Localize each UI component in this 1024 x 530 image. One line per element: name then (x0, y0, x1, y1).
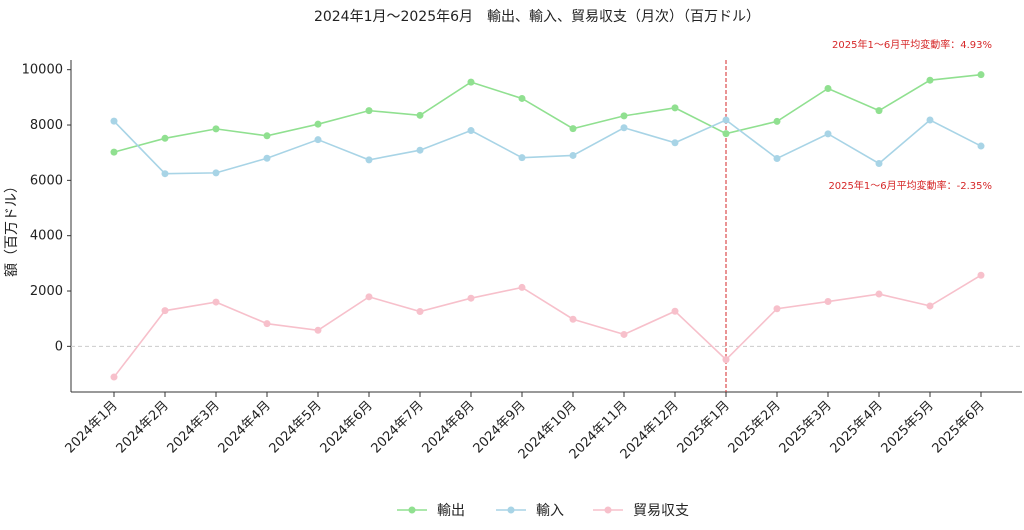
x-tick-label: 2024年4月 (216, 398, 274, 456)
data-point-輸入 (875, 159, 883, 167)
data-point-貿易収支 (110, 373, 118, 381)
data-point-貿易収支 (773, 305, 781, 313)
legend-swatch-marker (604, 506, 612, 514)
x-tick-label: 2025年3月 (777, 398, 835, 456)
data-point-輸入 (773, 154, 781, 162)
chart-title: 2024年1月～2025年6月 輸出、輸入、貿易収支（月次）（百万ドル） (314, 9, 760, 25)
data-point-輸入 (722, 116, 730, 124)
data-point-輸出 (569, 125, 577, 133)
data-point-輸入 (518, 154, 526, 162)
data-point-輸入 (926, 116, 934, 124)
x-tick-label: 2024年3月 (165, 398, 223, 456)
data-point-貿易収支 (212, 298, 220, 306)
data-point-輸入 (977, 142, 985, 150)
data-point-輸出 (620, 112, 628, 120)
y-tick-label: 0 (55, 339, 63, 354)
data-point-輸入 (671, 139, 679, 147)
change-rate-annotation: 2025年1～6月平均変動率：4.93% (832, 38, 992, 51)
data-point-貿易収支 (416, 307, 424, 315)
data-point-輸出 (161, 134, 169, 142)
data-point-輸入 (161, 170, 169, 178)
data-point-輸出 (671, 104, 679, 112)
y-axis-label: 額（百万ドル） (4, 179, 20, 277)
data-point-貿易収支 (977, 271, 985, 279)
data-point-貿易収支 (161, 307, 169, 315)
data-point-輸出 (518, 94, 526, 102)
data-point-貿易収支 (467, 294, 475, 302)
data-point-輸出 (467, 78, 475, 86)
data-point-輸入 (569, 151, 577, 159)
series-line-貿易収支 (113, 274, 982, 378)
data-point-貿易収支 (518, 283, 526, 291)
x-tick-label: 2024年5月 (267, 398, 325, 456)
data-point-輸出 (824, 84, 832, 92)
data-point-輸入 (212, 169, 220, 177)
change-rate-annotation: 2025年1～6月平均変動率：-2.35% (828, 179, 992, 192)
y-tick-label: 4000 (30, 229, 63, 244)
legend-swatch-marker (408, 506, 416, 514)
y-tick-label: 6000 (30, 173, 63, 188)
data-point-輸出 (416, 111, 424, 119)
x-tick-label: 2025年6月 (930, 398, 988, 456)
data-point-貿易収支 (722, 356, 730, 364)
data-point-貿易収支 (620, 330, 628, 338)
x-tick-label: 2024年6月 (318, 398, 376, 456)
plot-area: 02000400060008000100002024年1月2024年2月2024… (22, 38, 1022, 462)
data-point-貿易収支 (569, 315, 577, 323)
y-tick-label: 2000 (30, 284, 63, 299)
data-point-輸出 (212, 125, 220, 133)
data-point-輸出 (263, 132, 271, 140)
data-point-輸入 (467, 127, 475, 135)
data-point-輸出 (365, 107, 373, 115)
data-point-貿易収支 (263, 320, 271, 328)
data-point-輸出 (110, 148, 118, 156)
x-tick-label: 2024年2月 (114, 398, 172, 456)
data-point-貿易収支 (875, 290, 883, 298)
data-point-輸入 (416, 146, 424, 154)
data-point-貿易収支 (671, 307, 679, 315)
data-point-輸出 (773, 117, 781, 125)
legend: 輸出 輸入 貿易収支 (397, 503, 689, 519)
x-tick-label: 2025年2月 (726, 398, 784, 456)
legend-label: 貿易収支 (633, 503, 689, 519)
x-tick-label: 2024年1月 (63, 398, 121, 456)
data-point-貿易収支 (365, 293, 373, 301)
legend-swatch-marker (507, 506, 515, 514)
legend-label: 輸入 (536, 503, 564, 519)
data-point-貿易収支 (824, 298, 832, 306)
data-point-輸入 (110, 117, 118, 125)
data-point-輸入 (824, 130, 832, 138)
data-point-貿易収支 (926, 302, 934, 310)
data-point-輸入 (314, 136, 322, 144)
data-point-輸出 (926, 76, 934, 84)
data-point-輸入 (620, 124, 628, 132)
x-tick-label: 2025年5月 (879, 398, 937, 456)
x-tick-label: 2024年8月 (420, 398, 478, 456)
x-tick-label: 2025年1月 (675, 398, 733, 456)
data-point-輸出 (977, 71, 985, 79)
data-point-輸出 (314, 120, 322, 128)
x-tick-label: 2024年7月 (369, 398, 427, 456)
x-tick-label: 2025年4月 (828, 398, 886, 456)
y-tick-label: 8000 (30, 118, 63, 133)
series-line-輸入 (113, 119, 982, 175)
data-point-貿易収支 (314, 326, 322, 334)
data-point-輸出 (875, 107, 883, 115)
data-point-輸入 (263, 154, 271, 162)
legend-label: 輸出 (437, 503, 465, 519)
data-point-輸入 (365, 156, 373, 164)
series-line-輸出 (113, 73, 982, 153)
data-point-輸出 (722, 130, 730, 138)
y-tick-label: 10000 (22, 63, 63, 78)
